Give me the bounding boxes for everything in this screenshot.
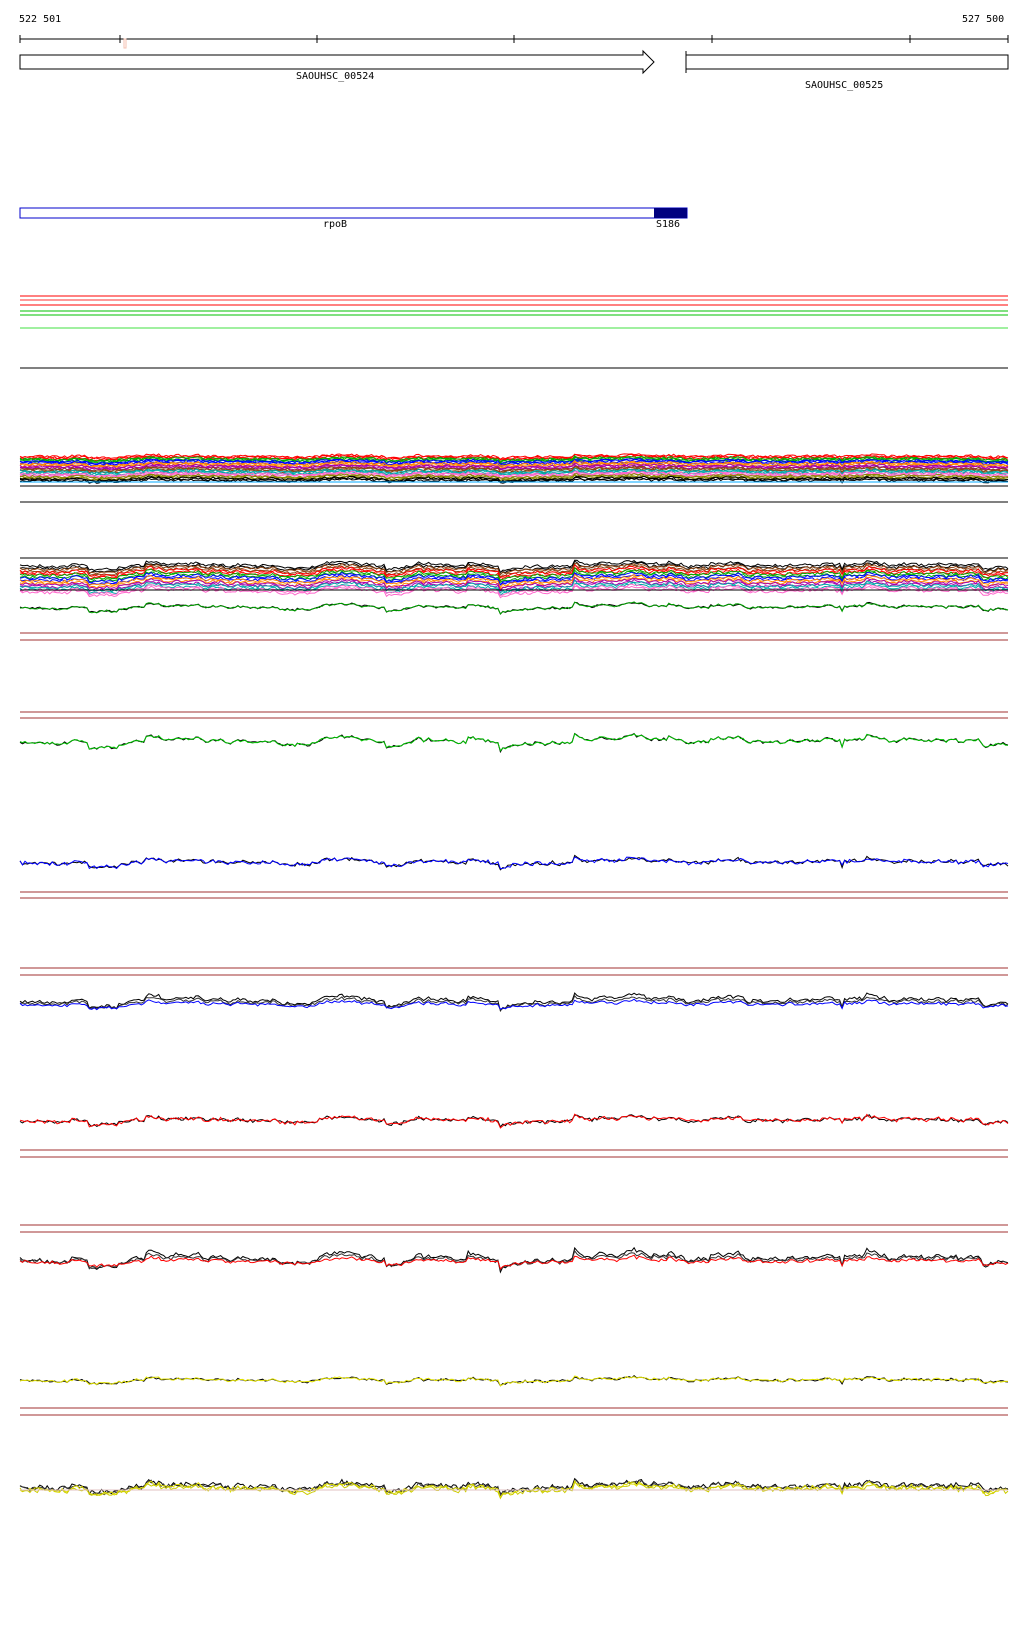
ruler-end-label: 527 500 (962, 14, 1005, 25)
track-line (19, 457, 1009, 466)
track-line (19, 463, 1009, 471)
track-line (19, 564, 1009, 579)
track-line (19, 576, 1009, 592)
track-line (19, 567, 1009, 581)
track-line (19, 1249, 1009, 1271)
track-line (19, 854, 1009, 871)
track-line (19, 467, 1009, 475)
gene-label-00525[interactable]: SAOUHSC_00525 (805, 80, 884, 91)
track-line (19, 471, 1009, 479)
feature-end-label: S186 (656, 219, 681, 230)
track-line (19, 559, 1009, 574)
ruler (19, 35, 1009, 49)
flat-lines (20, 295, 1008, 369)
track-line (19, 475, 1009, 483)
track-line (19, 573, 1009, 589)
track-line (19, 571, 1009, 586)
track-line (19, 732, 1009, 754)
track-line (19, 998, 1009, 1011)
gene-box-00525[interactable] (685, 51, 1009, 73)
feature-label[interactable]: rpoB (323, 219, 348, 230)
gene-arrow-00524[interactable] (19, 49, 655, 75)
track-line (19, 456, 1009, 464)
track-line (19, 1374, 1009, 1387)
track-line (19, 1254, 1009, 1270)
track-line (19, 1246, 1009, 1274)
track-line (19, 453, 1009, 461)
track-line (19, 732, 1009, 752)
track-line (19, 1113, 1009, 1129)
track-line (19, 856, 1009, 870)
track-line (19, 1375, 1009, 1387)
ruler-start-label: 522 501 (19, 14, 62, 25)
track-line (19, 578, 1009, 594)
track-line (19, 601, 1009, 615)
track-line (19, 458, 1009, 466)
track-line (19, 454, 1009, 462)
gene-label-00524[interactable]: SAOUHSC_00524 (296, 71, 375, 82)
feature-block-s186[interactable] (654, 208, 687, 218)
track-line (19, 601, 1009, 615)
track-line (19, 569, 1009, 584)
track-line (19, 562, 1009, 576)
feature-bar-rpob[interactable] (19, 207, 688, 219)
